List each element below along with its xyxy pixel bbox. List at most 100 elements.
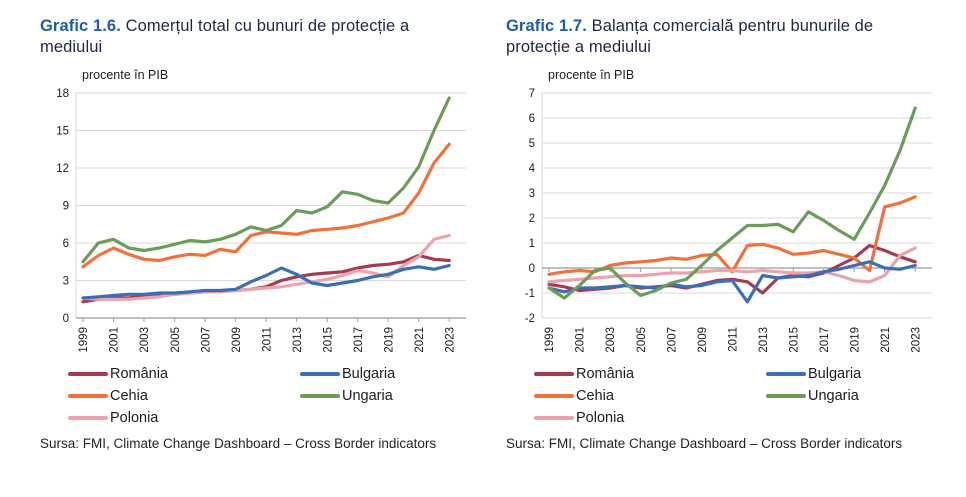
legend-column: România Cehia Polonia bbox=[68, 363, 300, 429]
x-axis-tick-label: 2003 bbox=[139, 327, 151, 353]
x-axis-tick-label: 2013 bbox=[292, 327, 304, 353]
legend-label: Polonia bbox=[576, 409, 625, 426]
legend-label: Cehia bbox=[110, 387, 148, 404]
chart-title-text-left: Comerțul total cu bunuri de protecție a … bbox=[40, 17, 410, 57]
x-axis-tick-label: 1999 bbox=[78, 327, 90, 353]
legend-swatch bbox=[534, 415, 574, 421]
source-note-right: Sursa: FMI, Climate Change Dashboard – C… bbox=[506, 435, 903, 451]
panel-grafic-1-6: Grafic 1.6. Comerțul total cu bunuri de … bbox=[40, 16, 482, 497]
y-axis-tick-label: 1 bbox=[529, 238, 535, 250]
y-axis-tick-label: 3 bbox=[63, 275, 69, 287]
x-axis-tick-label: 2021 bbox=[414, 327, 426, 353]
legend-item-ungaria: Ungaria bbox=[300, 385, 395, 407]
x-axis-tick-label: 2019 bbox=[849, 327, 861, 353]
x-axis-tick-label: 2013 bbox=[758, 327, 770, 353]
x-axis-tick-label: 2017 bbox=[353, 327, 365, 353]
chart-canvas: 0 3 6 9 12 15 18 1999 2001 2003 2005 2007 2009 2011 20… bbox=[56, 88, 466, 353]
y-axis-tick-label: 4 bbox=[529, 163, 536, 175]
y-axis-tick-label: 7 bbox=[529, 88, 535, 100]
y-axis-tick-label: 6 bbox=[529, 113, 535, 125]
x-axis-tick-label: 2011 bbox=[261, 327, 273, 352]
legend-column: Bulgaria Ungaria bbox=[300, 363, 395, 429]
y-axis-tick-label: 0 bbox=[63, 313, 69, 325]
y-axis-tick-label: 18 bbox=[56, 88, 69, 100]
legend-item-polonia: Polonia bbox=[534, 407, 766, 429]
legend-label: Cehia bbox=[576, 387, 614, 404]
legend-label: România bbox=[576, 365, 635, 382]
chart-legend-left: România Cehia Polonia Bulgaria Ungaria bbox=[68, 363, 482, 429]
y-axis-tick-label: 15 bbox=[56, 125, 69, 137]
x-axis-tick-label: 1999 bbox=[544, 327, 556, 353]
series-line-bulgaria bbox=[81, 263, 451, 300]
x-axis-tick-label: 2001 bbox=[109, 327, 121, 353]
y-axis-tick-label: 5 bbox=[529, 138, 535, 150]
chart-number-right: Grafic 1.7. bbox=[506, 17, 587, 35]
x-axis-tick-label: 2021 bbox=[880, 327, 892, 353]
x-axis-tick-label: 2015 bbox=[322, 327, 334, 353]
legend-item-românia: România bbox=[68, 363, 300, 385]
chart-legend-right: România Cehia Polonia Bulgaria Ungaria bbox=[534, 363, 948, 429]
y-axis-tick-label: 12 bbox=[56, 163, 69, 175]
legend-item-cehia: Cehia bbox=[534, 385, 766, 407]
line-chart-right: -2 -1 0 1 2 3 4 5 6 7 1999 2001 2003 2005 2007 2009 2011… bbox=[506, 83, 948, 361]
y-axis-tick-label: 9 bbox=[63, 200, 69, 212]
legend-item-bulgaria: Bulgaria bbox=[766, 363, 861, 385]
x-axis-tick-label: 2009 bbox=[697, 327, 709, 353]
x-axis-tick-label: 2011 bbox=[727, 327, 739, 352]
y-axis-tick-label: -2 bbox=[525, 313, 535, 325]
x-axis-tick-label: 2003 bbox=[605, 327, 617, 353]
legend-label: Polonia bbox=[110, 409, 159, 426]
chart-title-text-right: Balanța comercială pentru bunurile de pr… bbox=[506, 17, 874, 57]
x-axis-tick-label: 2017 bbox=[819, 327, 831, 353]
legend-swatch bbox=[534, 393, 574, 399]
x-axis-tick-label: 2023 bbox=[910, 327, 922, 353]
y-axis-tick-label: -1 bbox=[525, 288, 535, 300]
legend-swatch bbox=[766, 371, 806, 377]
chart-title-right: Grafic 1.7. Balanța comercială pentru bu… bbox=[506, 16, 918, 59]
x-axis-tick-label: 2007 bbox=[666, 327, 678, 353]
series-line-ungaria bbox=[81, 96, 451, 264]
x-axis-tick-label: 2005 bbox=[170, 327, 182, 353]
y-axis-tick-label: 2 bbox=[529, 213, 535, 225]
x-axis-tick-label: 2015 bbox=[788, 327, 800, 353]
y-axis-tick-label: 6 bbox=[63, 238, 69, 250]
legend-column: România Cehia Polonia bbox=[534, 363, 766, 429]
x-axis-tick-label: 2009 bbox=[231, 327, 243, 353]
series-line-ungaria bbox=[547, 106, 917, 300]
legend-item-polonia: Polonia bbox=[68, 407, 300, 429]
y-axis-unit-label-left: procente în PIB bbox=[82, 67, 169, 82]
chart-number-left: Grafic 1.6. bbox=[40, 17, 121, 35]
y-axis-unit-label-right: procente în PIB bbox=[548, 67, 635, 82]
x-axis-tick-label: 2007 bbox=[200, 327, 212, 353]
source-note-left: Sursa: FMI, Climate Change Dashboard – C… bbox=[40, 435, 437, 451]
legend-swatch bbox=[300, 371, 340, 377]
legend-swatch bbox=[68, 393, 108, 399]
legend-item-cehia: Cehia bbox=[68, 385, 300, 407]
x-axis-tick-label: 2019 bbox=[383, 327, 395, 353]
x-axis-tick-label: 2001 bbox=[575, 327, 587, 353]
legend-column: Bulgaria Ungaria bbox=[766, 363, 861, 429]
legend-label: Bulgaria bbox=[808, 365, 862, 382]
legend-swatch bbox=[534, 371, 574, 377]
y-axis-tick-label: 3 bbox=[529, 188, 535, 200]
legend-item-ungaria: Ungaria bbox=[766, 385, 861, 407]
legend-swatch bbox=[766, 393, 806, 399]
legend-item-românia: România bbox=[534, 363, 766, 385]
legend-label: România bbox=[110, 365, 169, 382]
y-axis-tick-label: 0 bbox=[529, 263, 535, 275]
legend-swatch bbox=[300, 393, 340, 399]
legend-item-bulgaria: Bulgaria bbox=[300, 363, 395, 385]
chart-title-left: Grafic 1.6. Comerțul total cu bunuri de … bbox=[40, 16, 452, 59]
legend-swatch bbox=[68, 371, 108, 377]
x-axis-tick-label: 2005 bbox=[636, 327, 648, 353]
legend-label: Bulgaria bbox=[342, 365, 396, 382]
series-line-bulgaria bbox=[547, 260, 917, 304]
legend-label: Ungaria bbox=[342, 387, 393, 404]
legend-label: Ungaria bbox=[808, 387, 859, 404]
x-axis-tick-label: 2023 bbox=[444, 327, 456, 353]
panel-grafic-1-7: Grafic 1.7. Balanța comercială pentru bu… bbox=[506, 16, 948, 497]
line-chart-left: 0 3 6 9 12 15 18 1999 2001 2003 2005 2007 2009 2011 20… bbox=[40, 83, 482, 361]
legend-swatch bbox=[68, 415, 108, 421]
series-line-polonia bbox=[81, 233, 451, 301]
